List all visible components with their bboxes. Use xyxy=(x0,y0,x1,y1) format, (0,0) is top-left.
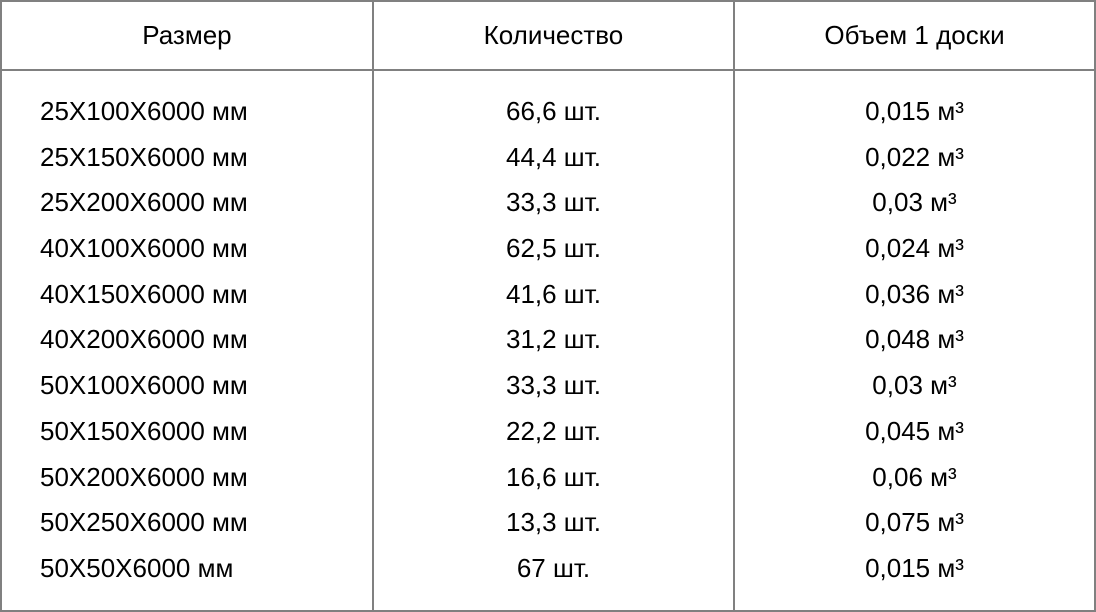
cell-qty: 62,5 шт. xyxy=(373,226,734,272)
cell-size: 25Х200Х6000 мм xyxy=(1,180,373,226)
cell-qty: 31,2 шт. xyxy=(373,317,734,363)
cell-size: 50Х50Х6000 мм xyxy=(1,546,373,611)
table-row: 50Х100Х6000 мм 33,3 шт. 0,03 м³ xyxy=(1,363,1095,409)
table-row: 50Х250Х6000 мм 13,3 шт. 0,075 м³ xyxy=(1,500,1095,546)
cell-qty: 33,3 шт. xyxy=(373,363,734,409)
cell-size: 40Х200Х6000 мм xyxy=(1,317,373,363)
cell-qty: 67 шт. xyxy=(373,546,734,611)
cell-volume: 0,045 м³ xyxy=(734,409,1095,455)
cell-qty: 41,6 шт. xyxy=(373,272,734,318)
cell-qty: 13,3 шт. xyxy=(373,500,734,546)
table-row: 40Х150Х6000 мм 41,6 шт. 0,036 м³ xyxy=(1,272,1095,318)
table-row: 50Х150Х6000 мм 22,2 шт. 0,045 м³ xyxy=(1,409,1095,455)
cell-size: 40Х100Х6000 мм xyxy=(1,226,373,272)
cell-volume: 0,06 м³ xyxy=(734,455,1095,501)
cell-volume: 0,03 м³ xyxy=(734,180,1095,226)
cell-size: 25Х150Х6000 мм xyxy=(1,135,373,181)
table-row: 25Х150Х6000 мм 44,4 шт. 0,022 м³ xyxy=(1,135,1095,181)
table-header-row: Размер Количество Объем 1 доски xyxy=(1,1,1095,70)
cell-size: 40Х150Х6000 мм xyxy=(1,272,373,318)
table-body: 25Х100Х6000 мм 66,6 шт. 0,015 м³ 25Х150Х… xyxy=(1,70,1095,611)
cell-size: 50Х150Х6000 мм xyxy=(1,409,373,455)
table-row: 40Х200Х6000 мм 31,2 шт. 0,048 м³ xyxy=(1,317,1095,363)
col-header-size: Размер xyxy=(1,1,373,70)
cell-qty: 66,6 шт. xyxy=(373,70,734,135)
cell-qty: 16,6 шт. xyxy=(373,455,734,501)
cell-qty: 44,4 шт. xyxy=(373,135,734,181)
table-row: 50Х200Х6000 мм 16,6 шт. 0,06 м³ xyxy=(1,455,1095,501)
cell-size: 25Х100Х6000 мм xyxy=(1,70,373,135)
table-row: 40Х100Х6000 мм 62,5 шт. 0,024 м³ xyxy=(1,226,1095,272)
cell-volume: 0,024 м³ xyxy=(734,226,1095,272)
table-row: 25Х200Х6000 мм 33,3 шт. 0,03 м³ xyxy=(1,180,1095,226)
cell-size: 50Х100Х6000 мм xyxy=(1,363,373,409)
cell-size: 50Х200Х6000 мм xyxy=(1,455,373,501)
cell-qty: 33,3 шт. xyxy=(373,180,734,226)
cell-volume: 0,015 м³ xyxy=(734,546,1095,611)
col-header-volume: Объем 1 доски xyxy=(734,1,1095,70)
col-header-qty: Количество xyxy=(373,1,734,70)
cell-volume: 0,022 м³ xyxy=(734,135,1095,181)
cell-volume: 0,015 м³ xyxy=(734,70,1095,135)
table-row: 50Х50Х6000 мм 67 шт. 0,015 м³ xyxy=(1,546,1095,611)
table-row: 25Х100Х6000 мм 66,6 шт. 0,015 м³ xyxy=(1,70,1095,135)
cell-volume: 0,048 м³ xyxy=(734,317,1095,363)
cell-size: 50Х250Х6000 мм xyxy=(1,500,373,546)
cell-volume: 0,036 м³ xyxy=(734,272,1095,318)
cell-qty: 22,2 шт. xyxy=(373,409,734,455)
cell-volume: 0,075 м³ xyxy=(734,500,1095,546)
cell-volume: 0,03 м³ xyxy=(734,363,1095,409)
